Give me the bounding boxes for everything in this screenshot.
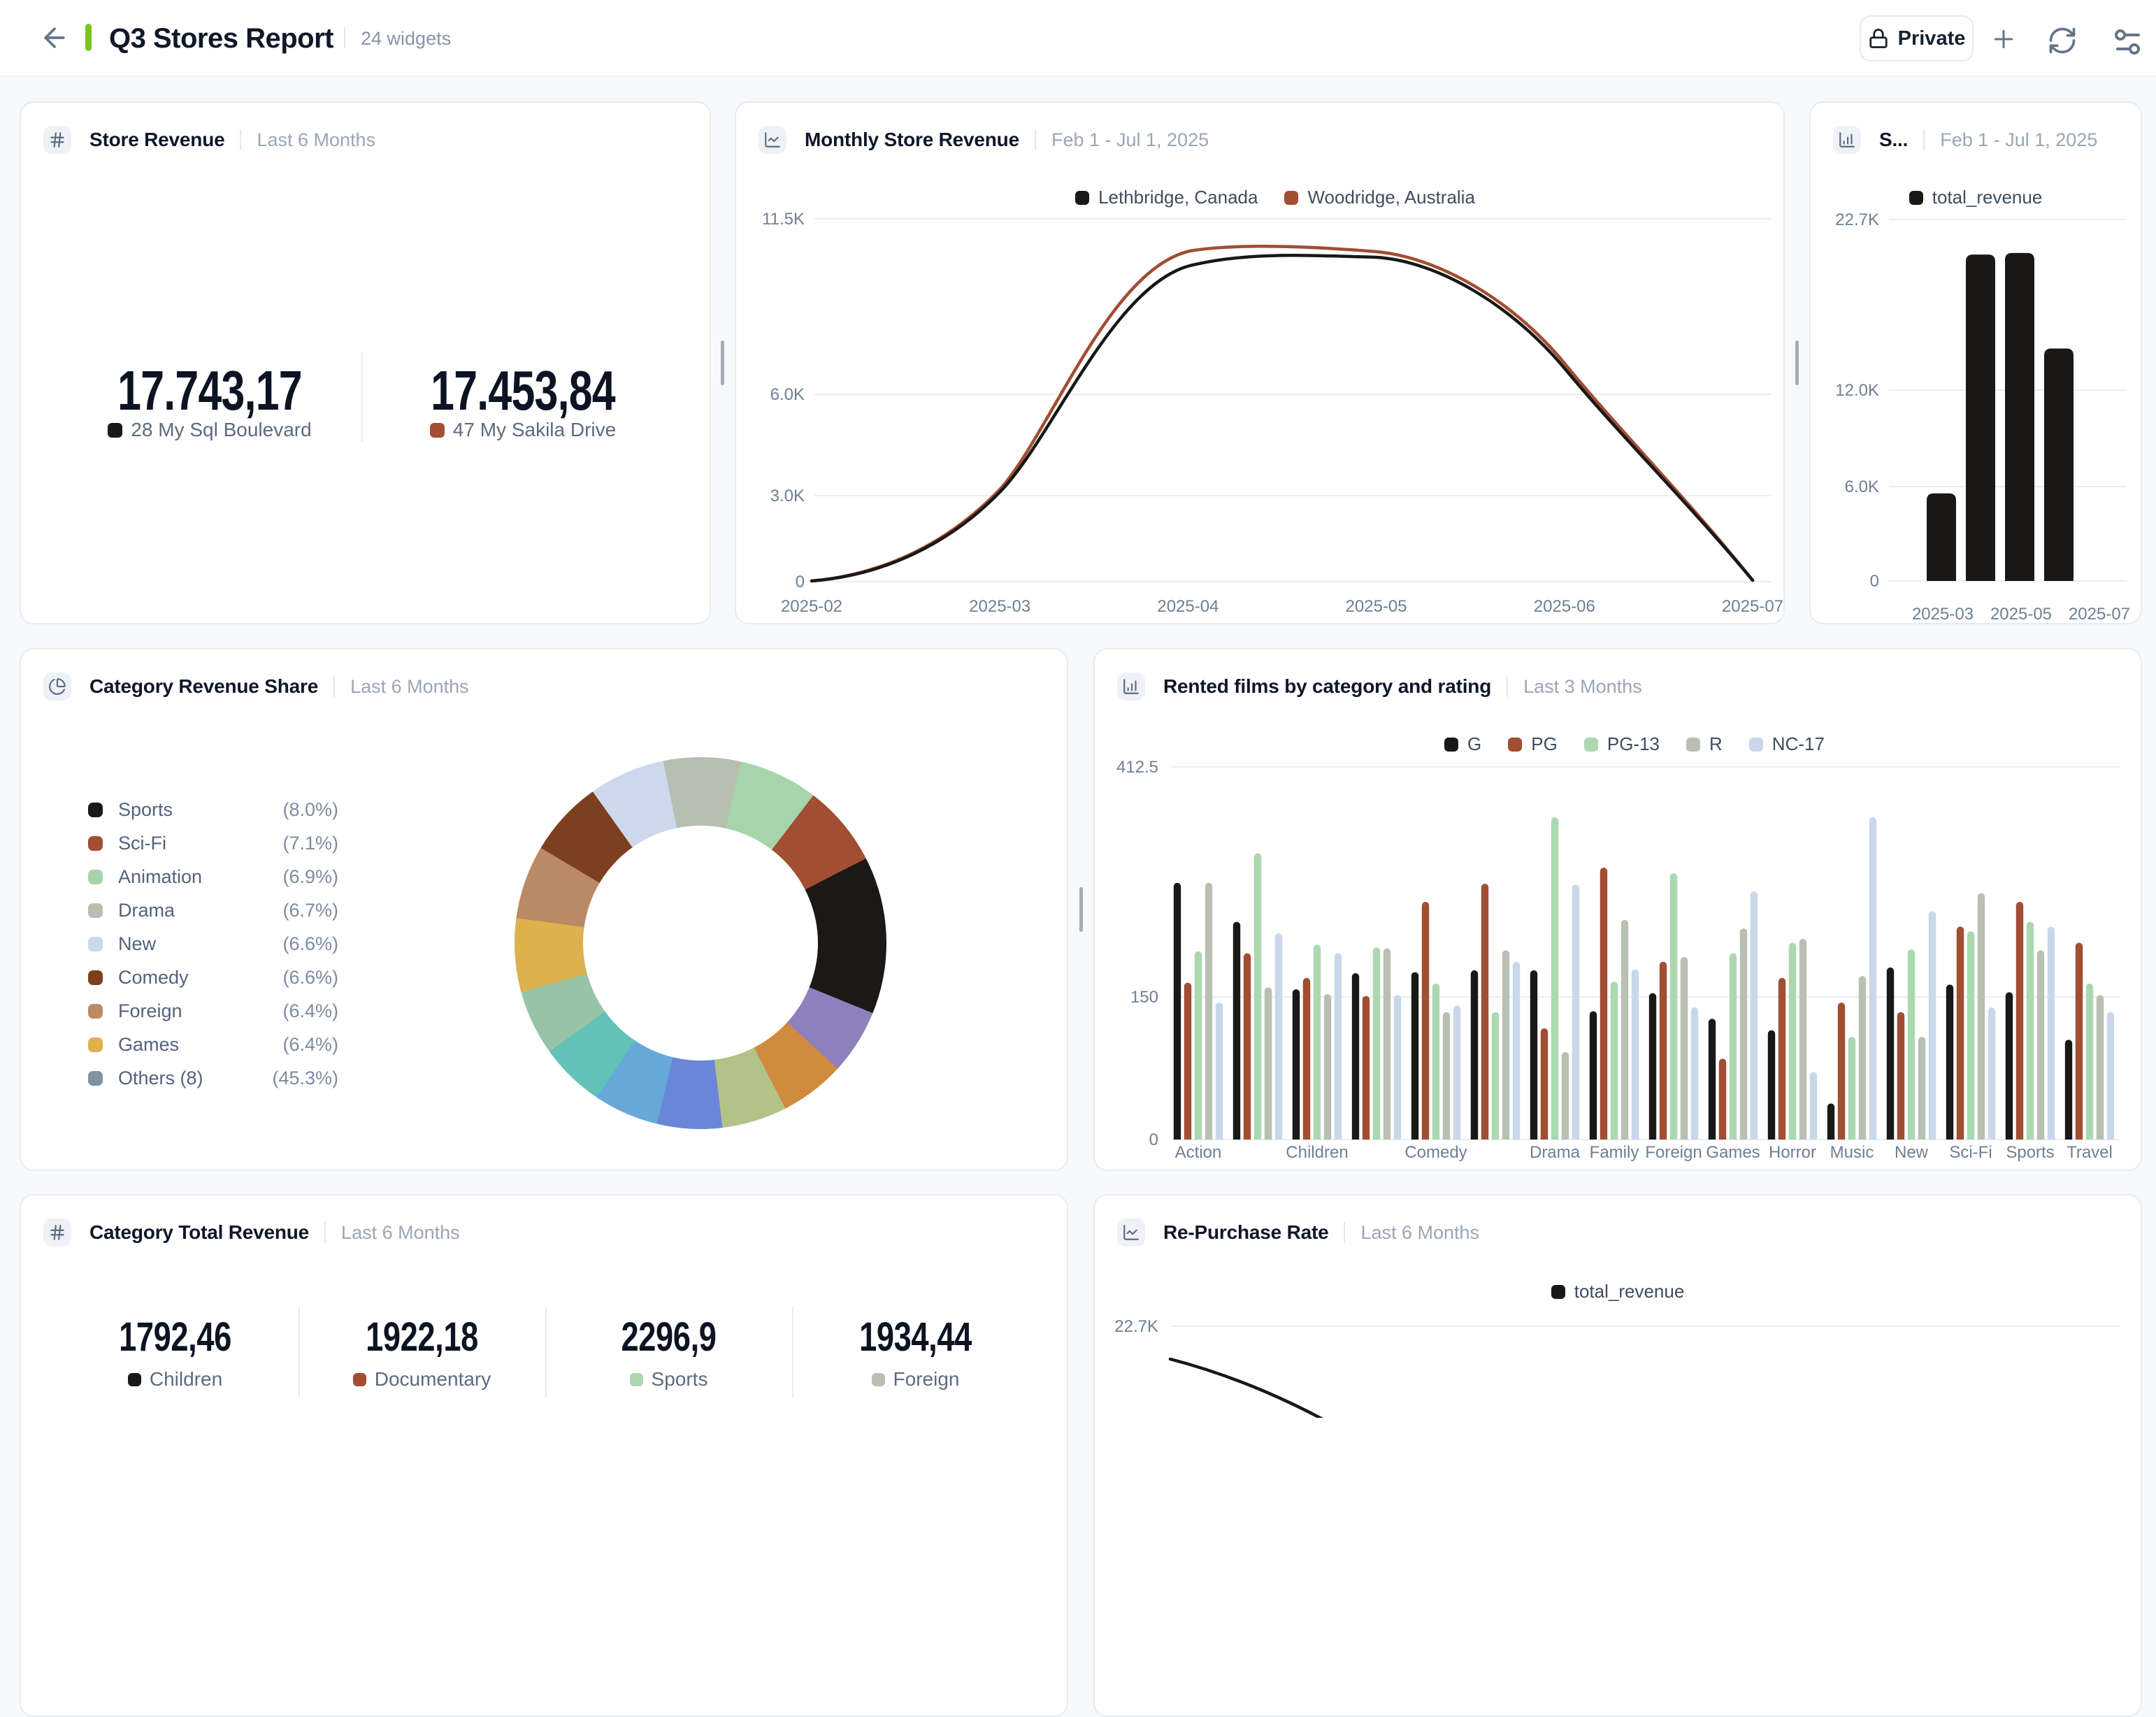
svg-text:412.5: 412.5 (1116, 758, 1158, 777)
svg-text:0: 0 (1870, 572, 1879, 591)
svg-text:2025-06: 2025-06 (1534, 597, 1595, 616)
svg-text:6.0K: 6.0K (1845, 477, 1879, 496)
svg-text:11.5K: 11.5K (762, 210, 805, 229)
svg-text:2025-05: 2025-05 (1990, 605, 2052, 623)
svg-text:Foreign: Foreign (1645, 1143, 1702, 1162)
svg-text:Music: Music (1830, 1143, 1874, 1162)
svg-text:22.7K: 22.7K (1114, 1317, 1158, 1336)
svg-text:2025-04: 2025-04 (1157, 597, 1219, 616)
svg-text:New: New (1895, 1143, 1929, 1162)
svg-text:Children: Children (1286, 1143, 1348, 1162)
svg-text:2025-02: 2025-02 (781, 597, 842, 616)
svg-text:0: 0 (796, 573, 805, 591)
svg-text:2025-03: 2025-03 (969, 597, 1030, 616)
svg-text:Horror: Horror (1769, 1143, 1816, 1162)
svg-text:2025-07: 2025-07 (2069, 605, 2130, 623)
svg-text:Drama: Drama (1530, 1143, 1581, 1162)
svg-text:6.0K: 6.0K (770, 385, 805, 404)
svg-text:Family: Family (1590, 1143, 1639, 1162)
svg-text:12.0K: 12.0K (1835, 381, 1879, 400)
svg-text:Travel: Travel (2067, 1143, 2113, 1162)
svg-text:0: 0 (1149, 1130, 1158, 1149)
svg-text:Action: Action (1175, 1143, 1222, 1162)
svg-text:22.7K: 22.7K (1835, 210, 1879, 229)
svg-text:Games: Games (1706, 1143, 1760, 1162)
svg-text:2025-03: 2025-03 (1912, 605, 1974, 623)
svg-text:Sci-Fi: Sci-Fi (1949, 1143, 1992, 1162)
svg-text:150: 150 (1130, 988, 1158, 1007)
svg-text:3.0K: 3.0K (770, 487, 805, 505)
svg-text:Comedy: Comedy (1404, 1143, 1467, 1162)
svg-text:Sports: Sports (2006, 1143, 2054, 1162)
svg-text:2025-07: 2025-07 (1722, 597, 1783, 616)
svg-text:2025-05: 2025-05 (1346, 597, 1407, 616)
